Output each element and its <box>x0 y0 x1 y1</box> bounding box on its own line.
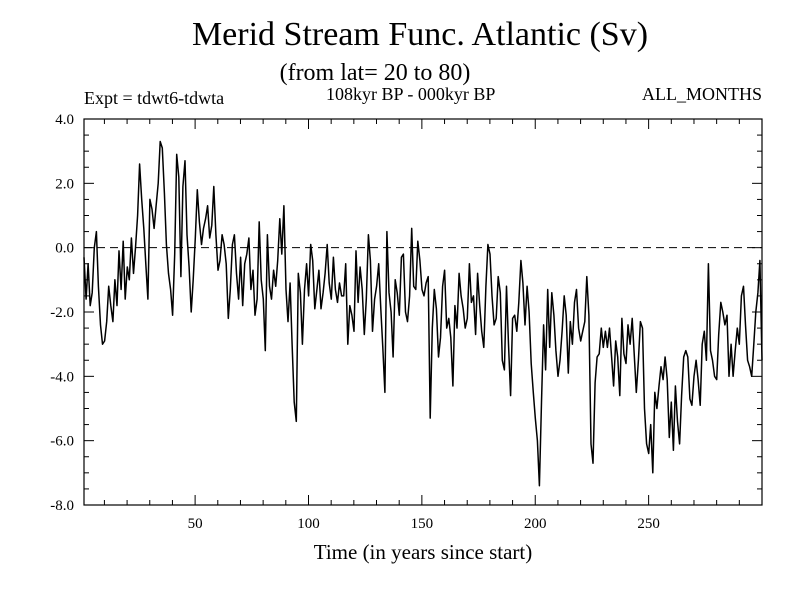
y-tick-label: -8.0 <box>50 498 74 514</box>
y-tick-label: -2.0 <box>50 305 74 321</box>
x-axis-label: Time (in years since start) <box>313 540 533 564</box>
axis-tick-labels: 50 100 150 200 250 -8.0 -6.0 -4.0 -2.0 0.0 2.0 4.0 <box>50 112 660 532</box>
y-tick-label: 4.0 <box>55 112 74 128</box>
y-tick-label: 2.0 <box>55 176 74 192</box>
y-tick-label: -6.0 <box>50 434 74 450</box>
x-tick-label: 150 <box>411 516 434 532</box>
x-tick-label: 50 <box>188 516 203 532</box>
axis-ticks <box>84 118 762 506</box>
time-range-label: 108kyr BP - 000kyr BP <box>326 84 496 104</box>
x-tick-label: 250 <box>637 516 660 532</box>
chart-title: Merid Stream Func. Atlantic (Sv) <box>191 16 649 53</box>
months-label: ALL_MONTHS <box>642 84 762 104</box>
y-tick-label: -4.0 <box>50 369 74 385</box>
x-tick-label: 200 <box>524 516 547 532</box>
x-tick-label: 100 <box>297 516 320 532</box>
experiment-label: Expt = tdwt6-tdwta <box>84 88 225 108</box>
series-line <box>83 140 763 487</box>
series-group <box>83 140 763 487</box>
y-tick-label: 0.0 <box>55 241 74 257</box>
chart-subtitle: (from lat= 20 to 80) <box>279 60 471 86</box>
